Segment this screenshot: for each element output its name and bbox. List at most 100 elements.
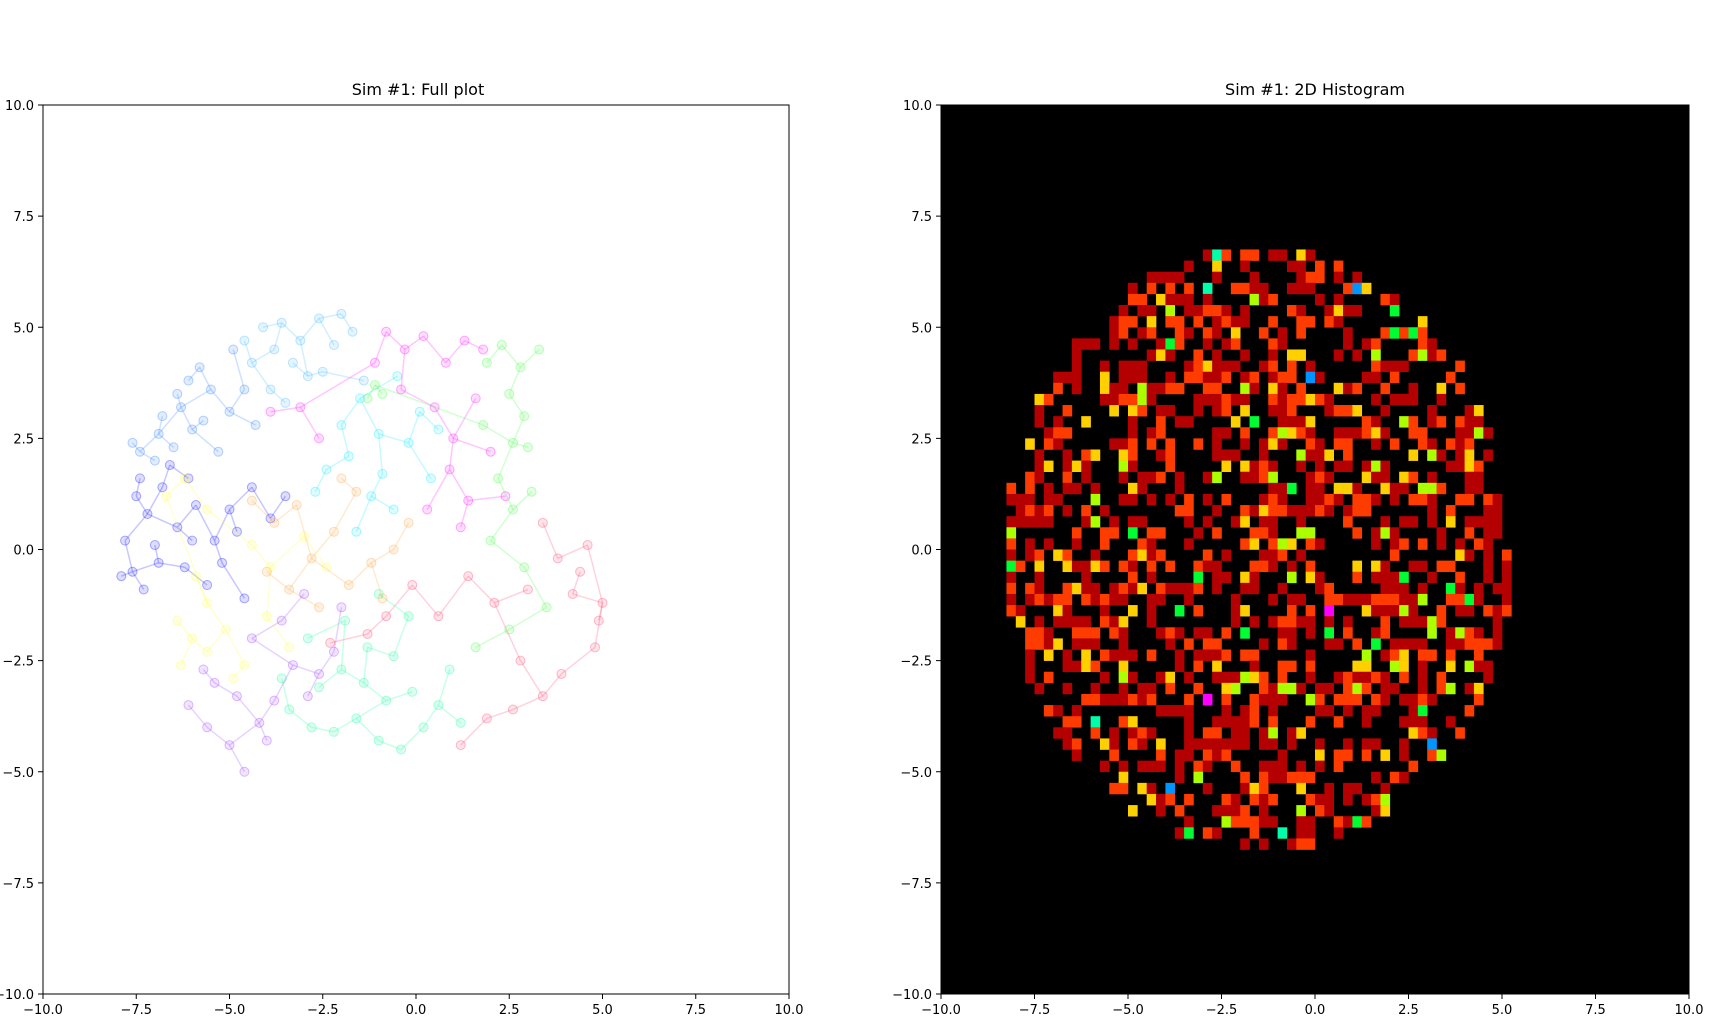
- heatmap-cell: [1427, 649, 1437, 661]
- heatmap-cell: [1324, 805, 1334, 817]
- scatter-point: [504, 624, 515, 635]
- heatmap-cell: [1445, 660, 1456, 673]
- heatmap-cell: [1380, 649, 1391, 661]
- heatmap-cell: [1015, 493, 1026, 506]
- scatter-point: [597, 597, 608, 608]
- heatmap-cell: [1296, 727, 1306, 739]
- heatmap-cell: [1305, 816, 1316, 828]
- heatmap-cell: [1184, 716, 1194, 728]
- series-segment: [340, 397, 361, 426]
- series-segment: [512, 695, 544, 711]
- scatter-point: [239, 593, 250, 604]
- series-segment: [139, 451, 156, 462]
- heatmap-cell: [1436, 349, 1447, 361]
- heatmap-cell: [1305, 605, 1316, 617]
- scatter-point: [433, 611, 444, 622]
- heatmap-cell: [1249, 527, 1260, 539]
- x-axis: −10.0 −7.5 −5.0 −2.5 0.0 2.5 5.0 7.5 10.0: [23, 994, 803, 1018]
- heatmap-cell: [1464, 449, 1475, 461]
- heatmap-cell: [1286, 282, 1297, 295]
- heatmap-cell: [1137, 727, 1147, 739]
- heatmap-cell: [1408, 605, 1419, 617]
- heatmap-cell: [1043, 493, 1054, 506]
- scatter-point: [179, 562, 190, 573]
- heatmap-cell: [1417, 649, 1428, 661]
- heatmap-cell: [1240, 349, 1250, 361]
- heatmap-cell: [1399, 749, 1409, 761]
- y-tick-label: 5.0: [13, 321, 34, 336]
- heatmap-cell: [1389, 571, 1400, 584]
- heatmap-cell: [1352, 527, 1363, 539]
- heatmap-cell: [1268, 816, 1278, 828]
- heatmap-cell: [1258, 760, 1269, 773]
- heatmap-cell: [1277, 693, 1288, 706]
- heatmap-cell: [1315, 749, 1325, 761]
- series-segment: [187, 366, 201, 382]
- plot-area: [43, 105, 789, 994]
- heatmap-cell: [1146, 316, 1157, 328]
- heatmap-cell: [1081, 471, 1091, 484]
- series-1: [127, 344, 261, 466]
- heatmap-cell: [1212, 560, 1222, 573]
- series-6: [276, 588, 466, 755]
- heatmap-cell: [1343, 627, 1353, 639]
- heatmap-cell: [1315, 371, 1325, 384]
- scatter-point: [418, 331, 429, 342]
- heatmap-cell: [1025, 505, 1035, 517]
- scatter-point: [366, 557, 377, 568]
- heatmap-cell: [1221, 716, 1232, 728]
- heatmap-cell: [1249, 505, 1260, 517]
- scatter-point: [433, 424, 444, 435]
- heatmap-cell: [1389, 682, 1400, 695]
- heatmap-cell: [1258, 471, 1269, 484]
- heatmap-cell: [1380, 749, 1391, 761]
- heatmap-cell: [1221, 649, 1232, 661]
- series-segment: [251, 544, 272, 568]
- series-segment: [187, 704, 208, 728]
- scatter-point: [228, 344, 239, 355]
- heatmap-cell: [1071, 382, 1082, 395]
- heatmap-cell: [1455, 549, 1465, 561]
- heatmap-cell: [1445, 438, 1456, 450]
- heatmap-cell: [1324, 793, 1334, 806]
- heatmap-cell: [1286, 627, 1297, 639]
- scatter-point: [295, 402, 306, 413]
- scatter-point: [202, 722, 213, 733]
- heatmap-cell: [1445, 516, 1456, 528]
- heatmap-cell: [1174, 471, 1185, 484]
- series-segment: [519, 660, 544, 697]
- heatmap-cell: [1193, 738, 1204, 750]
- series-segment: [340, 313, 354, 333]
- heatmap-cell: [1380, 627, 1391, 639]
- heatmap-cell: [1315, 760, 1325, 773]
- heatmap-cell: [1455, 638, 1465, 650]
- heatmap-cell: [1212, 571, 1222, 584]
- series-segment: [206, 508, 253, 546]
- scatter-point: [414, 406, 425, 417]
- series-segment: [299, 340, 309, 377]
- scatter-point: [373, 588, 384, 599]
- x-tick-label: −5.0: [1112, 1003, 1144, 1018]
- heatmap-cell: [1053, 593, 1063, 606]
- heatmap-cell: [1492, 627, 1503, 639]
- heatmap-cell: [1146, 327, 1157, 339]
- series-segment: [214, 682, 238, 697]
- heatmap-cell: [1109, 693, 1119, 706]
- heatmap-cell: [1277, 582, 1288, 595]
- scatter-point: [463, 571, 474, 582]
- heatmap-cell: [1324, 627, 1334, 639]
- heatmap-cell: [1464, 638, 1475, 650]
- heatmap-cell: [1146, 616, 1157, 628]
- heatmap-cell: [1333, 716, 1344, 728]
- heatmap-cell: [1128, 405, 1138, 417]
- heatmap-cell: [1277, 438, 1288, 450]
- series-segment: [419, 411, 439, 431]
- heatmap-cell: [1315, 482, 1325, 495]
- heatmap-cell: [1343, 749, 1353, 761]
- heatmap-cell: [1399, 327, 1409, 339]
- heatmap-cell: [1165, 271, 1176, 284]
- heatmap-cell: [1305, 671, 1316, 684]
- heatmap-cell: [1212, 305, 1222, 317]
- heatmap-cell: [1212, 427, 1222, 439]
- series-segment: [404, 335, 424, 351]
